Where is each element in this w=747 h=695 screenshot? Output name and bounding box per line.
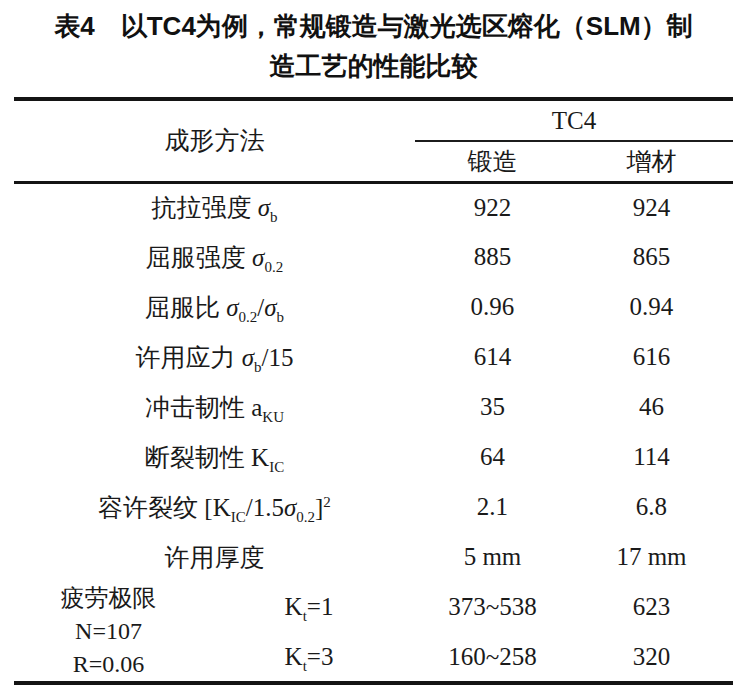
table-title: 表4 以TC4为例，常规锻造与激光选区熔化（SLM）制 造工艺的性能比较 — [0, 6, 747, 86]
additive-value: 616 — [570, 332, 733, 382]
forging-value: 885 — [415, 232, 570, 282]
forging-value: 160~258 — [415, 633, 570, 684]
forging-value: 373~538 — [415, 582, 570, 633]
row-label: 屈服比 σ0.2/σb — [14, 282, 415, 332]
additive-value: 865 — [570, 232, 733, 282]
forging-value: 0.96 — [415, 282, 570, 332]
additive-value: 320 — [570, 633, 733, 684]
header-material-tc4: TC4 — [415, 99, 733, 141]
forging-value: 614 — [415, 332, 570, 382]
additive-value: 924 — [570, 182, 733, 232]
row-fatigue-kt1: 疲劳极限 N=107 R=0.06 Kt=1 373~538 623 — [14, 582, 733, 633]
row-label: 断裂韧性 KIC — [14, 432, 415, 482]
row-label: 抗拉强度 σb — [14, 182, 415, 232]
row-label: 屈服强度 σ0.2 — [14, 232, 415, 282]
row-label: Kt=1 — [203, 582, 415, 633]
row-tensile-strength: 抗拉强度 σb 922 924 — [14, 182, 733, 232]
forging-value: 2.1 — [415, 482, 570, 532]
row-label: 许用应力 σb/15 — [14, 332, 415, 382]
row-yield-strength: 屈服强度 σ0.2 885 865 — [14, 232, 733, 282]
additive-value: 6.8 — [570, 482, 733, 532]
fatigue-label-line: N=107 — [14, 615, 203, 648]
fatigue-label-line: R=0.06 — [14, 648, 203, 681]
fatigue-label-line: 疲劳极限 — [14, 582, 203, 615]
additive-value: 17 mm — [570, 532, 733, 582]
row-label: Kt=3 — [203, 633, 415, 684]
forging-value: 922 — [415, 182, 570, 232]
header-additive: 增材 — [570, 141, 733, 182]
row-impact-toughness: 冲击韧性 aKU 35 46 — [14, 382, 733, 432]
paper-table-figure: 表4 以TC4为例，常规锻造与激光选区熔化（SLM）制 造工艺的性能比较 成形方… — [0, 0, 747, 695]
table-title-line1: 表4 以TC4为例，常规锻造与激光选区熔化（SLM）制 — [0, 6, 747, 46]
forging-value: 35 — [415, 382, 570, 432]
header-forming-method: 成形方法 — [14, 99, 415, 182]
row-fracture-toughness: 断裂韧性 KIC 64 114 — [14, 432, 733, 482]
additive-value: 0.94 — [570, 282, 733, 332]
header-row-1: 成形方法 TC4 — [14, 99, 733, 141]
forging-value: 64 — [415, 432, 570, 482]
additive-value: 623 — [570, 582, 733, 633]
row-yield-ratio: 屈服比 σ0.2/σb 0.96 0.94 — [14, 282, 733, 332]
row-allowable-crack: 容许裂纹 [KIC/1.5σ0.2]2 2.1 6.8 — [14, 482, 733, 532]
additive-value: 46 — [570, 382, 733, 432]
additive-value: 114 — [570, 432, 733, 482]
row-allowable-stress: 许用应力 σb/15 614 616 — [14, 332, 733, 382]
forging-value: 5 mm — [415, 532, 570, 582]
row-allowable-thickness: 许用厚度 5 mm 17 mm — [14, 532, 733, 582]
table-title-line2: 造工艺的性能比较 — [0, 46, 747, 86]
comparison-table: 成形方法 TC4 锻造 增材 抗拉强度 σb 922 924 屈服强度 σ0.2… — [14, 97, 733, 685]
row-label: 容许裂纹 [KIC/1.5σ0.2]2 — [14, 482, 415, 532]
row-label: 冲击韧性 aKU — [14, 382, 415, 432]
fatigue-group-label: 疲劳极限 N=107 R=0.06 — [14, 582, 203, 683]
header-forging: 锻造 — [415, 141, 570, 182]
row-label: 许用厚度 — [14, 532, 415, 582]
